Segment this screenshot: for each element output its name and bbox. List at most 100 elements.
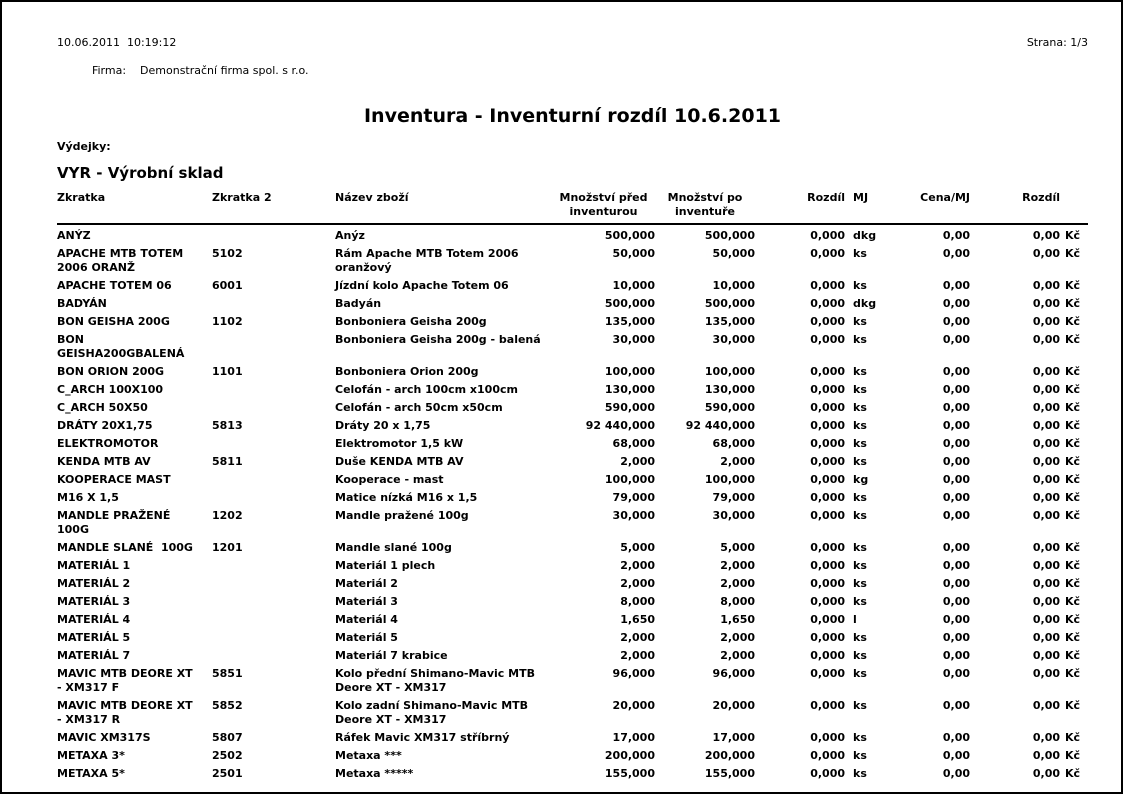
cell-nazev-zbozi: Bonboniera Geisha 200g: [335, 315, 487, 328]
cell-currency: Kč: [1065, 279, 1081, 292]
cell-currency: Kč: [1065, 541, 1081, 554]
cell-cena-mj: 0,00: [942, 595, 970, 608]
table-row: ELEKTROMOTOR Elektromotor 1,5 kW 68,000 …: [57, 433, 1088, 451]
cell-rozdil-kc: 0,00: [1032, 631, 1060, 644]
cell-mj: ks: [853, 595, 867, 608]
cell-mnozstvi-po: 500,000: [704, 229, 755, 242]
cell-mj: ks: [853, 279, 867, 292]
cell-mnozstvi-pred: 79,000: [612, 491, 655, 504]
cell-mj: dkg: [853, 297, 877, 310]
cell-cena-mj: 0,00: [942, 667, 970, 680]
header-currency: [1060, 191, 1088, 225]
cell-zkratka2: [212, 487, 335, 505]
cell-mj: ks: [853, 315, 867, 328]
cell-zkratka: BON ORION 200G: [57, 365, 165, 378]
cell-zkratka: ELEKTROMOTOR: [57, 437, 159, 450]
table-row: MATERIÁL 3 Materiál 3 8,000 8,000 0,000 …: [57, 591, 1088, 609]
cell-mnozstvi-pred: 30,000: [612, 333, 655, 346]
inventory-table-header: Zkratka Zkratka 2 Název zboží Množství p…: [57, 191, 1088, 225]
cell-currency: Kč: [1065, 247, 1081, 260]
cell-cena-mj: 0,00: [942, 613, 970, 626]
header-mnozstvi-pred: Množství před inventurou: [552, 191, 655, 225]
cell-rozdil-kc: 0,00: [1032, 297, 1060, 310]
cell-zkratka2: 5807: [212, 731, 243, 744]
cell-nazev-zbozi: Bonboniera Orion 200g: [335, 365, 479, 378]
cell-mj: ks: [853, 649, 867, 662]
cell-zkratka2: 5811: [212, 455, 243, 468]
cell-cena-mj: 0,00: [942, 401, 970, 414]
cell-rozdil: 0,000: [810, 473, 845, 486]
cell-zkratka2: [212, 329, 335, 361]
cell-rozdil-kc: 0,00: [1032, 383, 1060, 396]
cell-mj: ks: [853, 419, 867, 432]
cell-mnozstvi-po: 590,000: [704, 401, 755, 414]
table-row: C_ARCH 50X50 Celofán - arch 50cm x50cm 5…: [57, 397, 1088, 415]
cell-zkratka2: [212, 573, 335, 591]
cell-cena-mj: 0,00: [942, 333, 970, 346]
header-mj: MJ: [845, 191, 890, 225]
cell-cena-mj: 0,00: [942, 541, 970, 554]
cell-zkratka: ANÝZ: [57, 229, 91, 242]
cell-rozdil-kc: 0,00: [1032, 667, 1060, 680]
cell-currency: Kč: [1065, 731, 1081, 744]
cell-zkratka2: 5102: [212, 247, 243, 260]
cell-mnozstvi-po: 10,000: [712, 279, 755, 292]
cell-zkratka: MANDLE SLANÉ 100G: [57, 541, 193, 554]
cell-rozdil: 0,000: [810, 333, 845, 346]
cell-mnozstvi-pred: 200,000: [604, 749, 655, 762]
cell-currency: Kč: [1065, 455, 1081, 468]
inventory-table: Zkratka Zkratka 2 Název zboží Množství p…: [57, 191, 1088, 781]
company-line: Firma: Demonstrační firma spol. s r.o.: [57, 50, 309, 92]
cell-mj: ks: [853, 333, 867, 346]
cell-rozdil: 0,000: [810, 279, 845, 292]
cell-zkratka: MAVIC MTB DEORE XT - XM317 R: [57, 699, 193, 726]
cell-mnozstvi-pred: 590,000: [604, 401, 655, 414]
cell-rozdil-kc: 0,00: [1032, 247, 1060, 260]
cell-currency: Kč: [1065, 333, 1081, 346]
cell-currency: Kč: [1065, 401, 1081, 414]
cell-nazev-zbozi: Kolo zadní Shimano-Mavic MTB Deore XT - …: [335, 699, 529, 726]
cell-zkratka: KOOPERACE MAST: [57, 473, 171, 486]
cell-mj: ks: [853, 509, 867, 522]
cell-zkratka2: [212, 555, 335, 573]
cell-rozdil: 0,000: [810, 559, 845, 572]
cell-rozdil: 0,000: [810, 297, 845, 310]
table-row: MANDLE SLANÉ 100G 1201 Mandle slané 100g…: [57, 537, 1088, 555]
cell-nazev-zbozi: Badyán: [335, 297, 382, 310]
cell-mnozstvi-po: 200,000: [704, 749, 755, 762]
cell-nazev-zbozi: Materiál 3: [335, 595, 398, 608]
cell-zkratka: MATERIÁL 2: [57, 577, 131, 590]
cell-rozdil-kc: 0,00: [1032, 559, 1060, 572]
cell-mj: ks: [853, 437, 867, 450]
cell-currency: Kč: [1065, 419, 1081, 432]
cell-zkratka2: [212, 609, 335, 627]
cell-rozdil: 0,000: [810, 649, 845, 662]
cell-rozdil-kc: 0,00: [1032, 749, 1060, 762]
table-row: MAVIC XM317S 5807 Ráfek Mavic XM317 stří…: [57, 727, 1088, 745]
cell-cena-mj: 0,00: [942, 229, 970, 242]
cell-mnozstvi-po: 1,650: [720, 613, 755, 626]
cell-cena-mj: 0,00: [942, 767, 970, 780]
cell-nazev-zbozi: Ráfek Mavic XM317 stříbrný: [335, 731, 510, 744]
cell-nazev-zbozi: Rám Apache MTB Totem 2006 oranžový: [335, 247, 519, 274]
cell-currency: Kč: [1065, 365, 1081, 378]
cell-zkratka: MAVIC MTB DEORE XT - XM317 F: [57, 667, 193, 694]
cell-zkratka: METAXA 5*: [57, 767, 125, 780]
cell-mj: dkg: [853, 229, 877, 242]
cell-nazev-zbozi: Elektromotor 1,5 kW: [335, 437, 464, 450]
cell-zkratka: MATERIÁL 5: [57, 631, 131, 644]
cell-mnozstvi-pred: 135,000: [604, 315, 655, 328]
cell-cena-mj: 0,00: [942, 491, 970, 504]
cell-nazev-zbozi: Materiál 1 plech: [335, 559, 436, 572]
cell-mnozstvi-pred: 10,000: [612, 279, 655, 292]
table-row: MAVIC MTB DEORE XT - XM317 R 5852 Kolo z…: [57, 695, 1088, 727]
cell-cena-mj: 0,00: [942, 383, 970, 396]
cell-mnozstvi-po: 2,000: [720, 559, 755, 572]
cell-zkratka2: [212, 645, 335, 663]
table-row: MATERIÁL 4 Materiál 4 1,650 1,650 0,000 …: [57, 609, 1088, 627]
cell-mnozstvi-po: 135,000: [704, 315, 755, 328]
cell-nazev-zbozi: Materiál 7 krabice: [335, 649, 448, 662]
cell-zkratka: METAXA 3*: [57, 749, 125, 762]
cell-rozdil-kc: 0,00: [1032, 229, 1060, 242]
cell-rozdil-kc: 0,00: [1032, 279, 1060, 292]
